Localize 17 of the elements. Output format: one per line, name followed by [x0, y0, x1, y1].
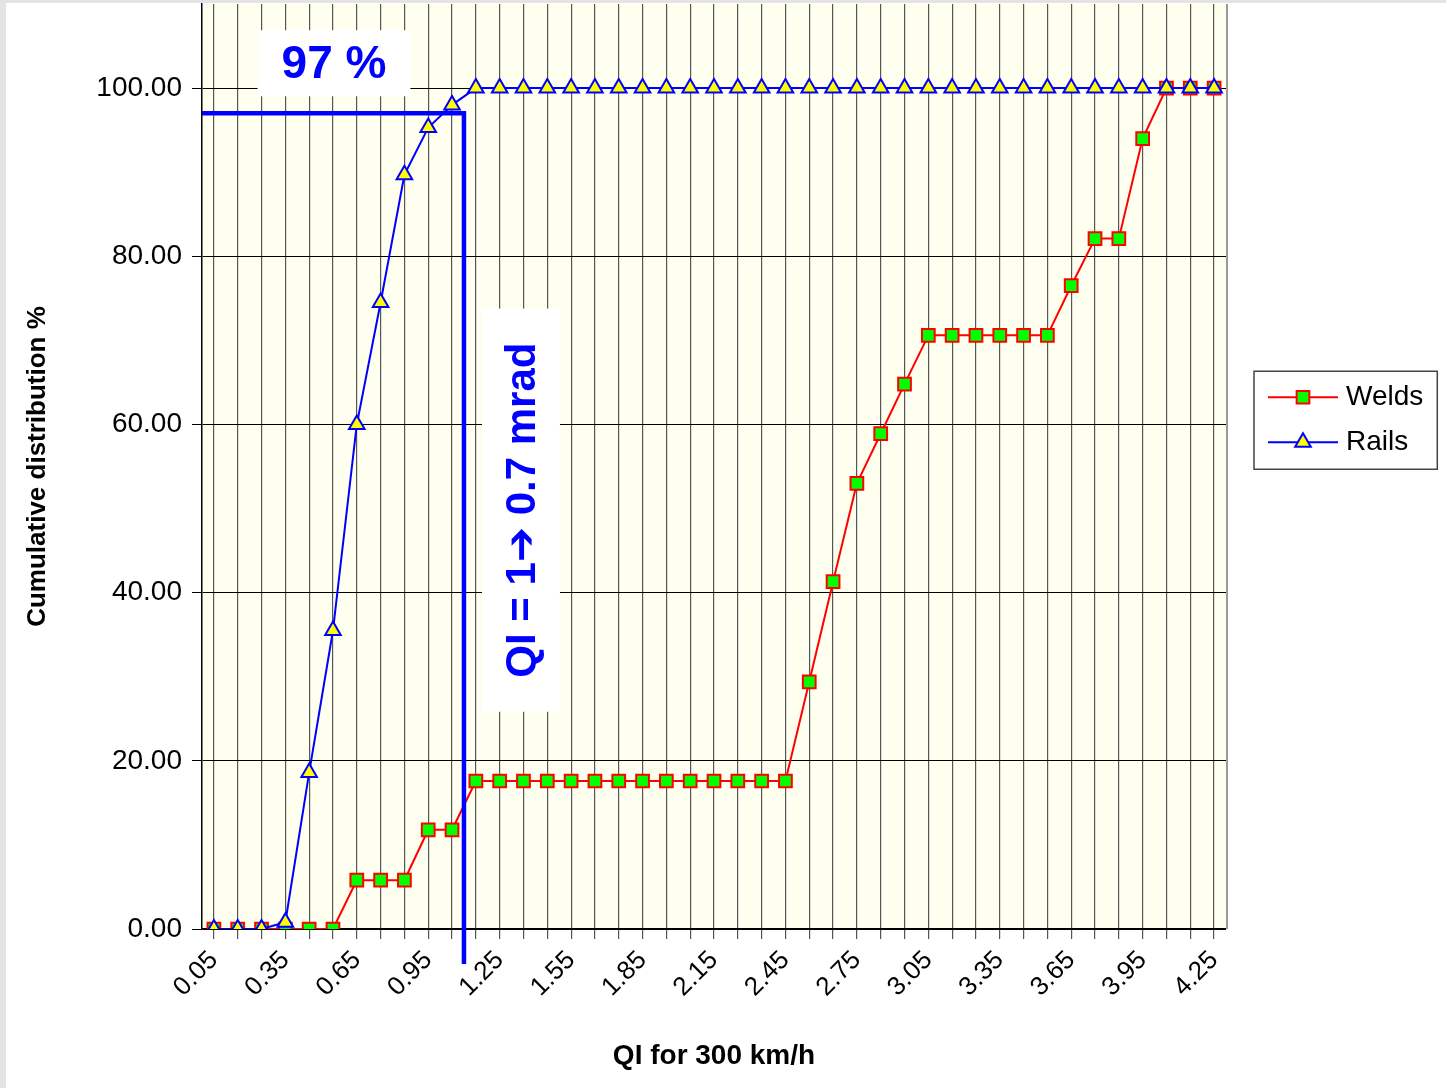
x-tick-label: 0.65 [309, 944, 367, 1002]
y-tick-label: 40.00 [111, 575, 182, 607]
y-tick-label: 100.00 [96, 70, 182, 102]
ref-line-label: 97 % [281, 36, 387, 89]
ref-line-label: QI = 1➔ 0.7 mrad [496, 342, 544, 678]
x-tick-label: 4.25 [1166, 944, 1224, 1002]
y-axis-title: Cumulative distribution % [20, 306, 51, 627]
legend-label: Welds [1346, 379, 1424, 411]
y-tick-label: 60.00 [111, 407, 182, 439]
y-tick-label: 20.00 [111, 743, 182, 775]
x-tick-label: 0.35 [237, 944, 295, 1002]
legend-label: Rails [1346, 424, 1409, 456]
x-axis-title: QI for 300 km/h [612, 1038, 816, 1070]
x-tick-label: 0.95 [380, 944, 438, 1002]
y-tick-label: 0.00 [127, 911, 182, 943]
y-tick-label: 80.00 [111, 238, 182, 270]
x-tick-label: 0.05 [166, 944, 224, 1002]
